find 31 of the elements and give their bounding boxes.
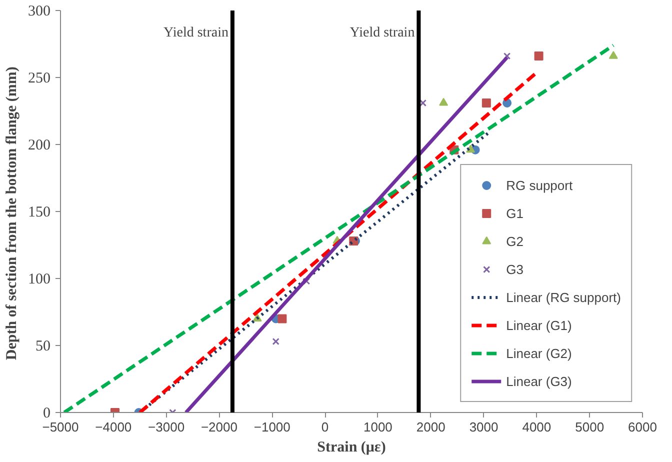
x-tick-label: 2000 — [416, 420, 446, 434]
legend-label: Linear (G1) — [506, 318, 572, 332]
legend-label: Linear (G3) — [506, 374, 572, 388]
x-tick-label: −2000 — [200, 420, 238, 434]
legend-label: Linear (RG support) — [506, 290, 621, 304]
legend-label: G3 — [506, 262, 524, 276]
ref-line-label: Yield strain — [164, 26, 228, 40]
y-tick-label: 150 — [28, 204, 50, 220]
legend-label: G1 — [506, 206, 524, 220]
x-tick-label: −3000 — [148, 420, 185, 434]
legend-label: Linear (G2) — [506, 346, 572, 360]
x-tick-label: −1000 — [254, 420, 290, 434]
x-tick-label: −4000 — [95, 420, 132, 434]
y-tick-label: 100 — [28, 272, 50, 288]
x-tick-label: 6000 — [628, 420, 657, 434]
x-tick-label: −5000 — [42, 420, 79, 434]
x-axis-title: Strain (με) — [317, 440, 386, 456]
y-tick-label: 0 — [43, 406, 50, 422]
y-tick-label: 300 — [28, 4, 50, 20]
x-tick-label: 3000 — [469, 420, 498, 434]
x-tick-label: 4000 — [522, 420, 552, 434]
ref-line-label: Yield strain — [350, 26, 415, 40]
y-axis-title: Depth of section from the bottom flange (mm) — [4, 66, 20, 360]
y-tick-label: 200 — [28, 138, 50, 154]
x-tick-label: 5000 — [575, 420, 604, 434]
legend-label: G2 — [506, 234, 524, 248]
x-tick-label: 1000 — [363, 420, 392, 434]
y-tick-label: 250 — [28, 70, 50, 86]
legend-label: RG support — [506, 178, 573, 192]
x-tick-label: 0 — [321, 420, 329, 434]
y-tick-label: 50 — [36, 338, 50, 354]
